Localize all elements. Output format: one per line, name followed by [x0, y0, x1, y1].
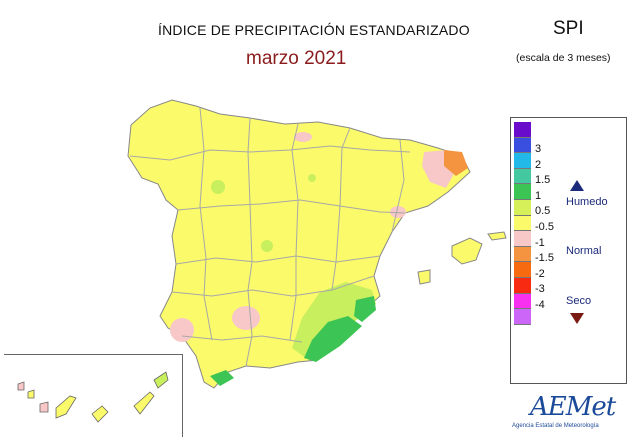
legend-tick-label: 1: [535, 189, 542, 202]
legend-tick-label: -3: [535, 283, 545, 296]
legend-tick-label: -0.5: [535, 221, 554, 234]
scale-label: (escala de 3 meses): [516, 52, 611, 64]
legend-normal: Normal: [566, 245, 602, 257]
wet-spot-2: [261, 240, 273, 252]
legend-dry: Seco: [566, 295, 592, 307]
wet-zone-alicante: [354, 296, 376, 322]
legend-tick-label: -2: [535, 267, 545, 280]
legend-tick-label: -1.5: [535, 252, 554, 265]
legend-color-bar: [514, 122, 531, 325]
wet-zone-malaga: [210, 370, 234, 386]
island-mallorca: [451, 237, 483, 265]
legend-swatch: [514, 231, 531, 247]
legend-swatch: [514, 153, 531, 169]
aemet-tagline: Agencia Estatal de Meteorología: [512, 423, 599, 429]
dry-spot-bilbao: [294, 132, 312, 142]
legend-swatch: [514, 309, 531, 325]
legend-swatch: [514, 122, 531, 138]
legend-swatch: [514, 215, 531, 232]
aemet-logo: AEMet: [530, 392, 616, 422]
canary-islands: [17, 371, 169, 423]
index-label: SPI: [553, 18, 584, 39]
legend-tick-label: 1.5: [535, 174, 551, 187]
legend-swatch: [514, 293, 531, 310]
island-menorca: [487, 231, 507, 241]
wet-triangle-icon: [570, 180, 584, 191]
map-title: ÍNDICE DE PRECIPITACIÓN ESTANDARIZADO: [158, 22, 470, 38]
dry-zone-girona: [444, 150, 468, 176]
wet-spot-3: [308, 174, 316, 182]
legend-tick-label: -4: [535, 299, 545, 312]
legend-swatch: [514, 137, 531, 154]
dry-spot-tarragona: [390, 206, 406, 218]
legend-tick-label: 0.5: [535, 205, 551, 218]
legend-swatch: [514, 277, 531, 294]
legend-wet: Humedo: [566, 196, 608, 208]
legend-swatch: [514, 262, 531, 278]
legend-swatch: [514, 184, 531, 200]
island-ibiza: [417, 269, 431, 285]
legend-swatch: [514, 246, 531, 263]
province-borders: [129, 107, 411, 367]
dry-spot-huelva: [170, 318, 194, 342]
legend-swatch: [514, 168, 531, 185]
map-subtitle: marzo 2021: [246, 48, 347, 69]
dry-spot-sevilla: [232, 306, 260, 330]
canary-islands-frame: [4, 354, 183, 437]
legend-tick-label: 2: [535, 158, 542, 171]
dry-triangle-icon: [570, 313, 584, 324]
legend-tick-label: 3: [535, 143, 542, 156]
wet-spot-1: [211, 180, 225, 194]
wet-zone: [304, 316, 362, 362]
legend-swatch: [514, 199, 531, 216]
legend-tick-label: -1: [535, 236, 545, 249]
